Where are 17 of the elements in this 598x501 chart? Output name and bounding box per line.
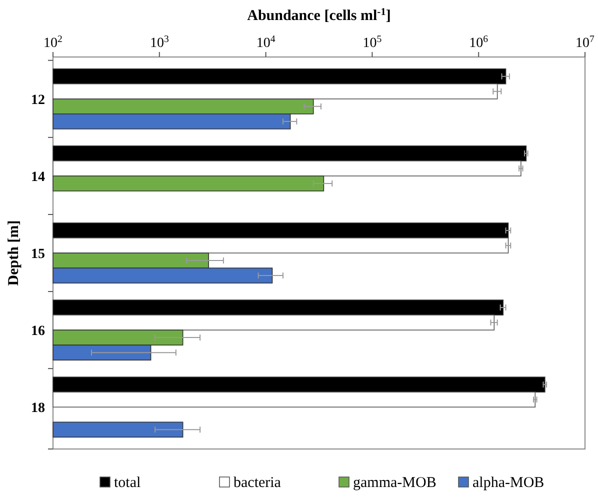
x-tick-label: 10$^{4}$ <box>256 34 276 51</box>
x-tick-label: 10$^{6}$ <box>469 34 488 51</box>
y-tick-label: 15 <box>31 247 45 262</box>
y-tick-label: 12 <box>31 92 45 108</box>
x-tick-label: 10$^{2}$ <box>44 34 63 51</box>
legend-label: bacteria <box>234 475 282 491</box>
x-tick-label: 10$^{3}$ <box>150 34 169 51</box>
y-tick-label: 16 <box>31 324 45 340</box>
y-tick-label: 18 <box>31 401 45 416</box>
legend-label: alpha-MOB <box>472 475 544 491</box>
y-axis-title: Depth [m] <box>6 220 22 286</box>
x-tick-label: 10$^{7}$ <box>576 34 595 51</box>
x-tick-label: 10$^{5}$ <box>362 34 382 51</box>
legend-label: gamma-MOB <box>353 475 436 491</box>
x-axis-title: Abundance [cells ml$^{-1}$] <box>247 6 391 24</box>
y-tick-label: 14 <box>31 170 45 185</box>
legend-label: total <box>114 475 141 491</box>
